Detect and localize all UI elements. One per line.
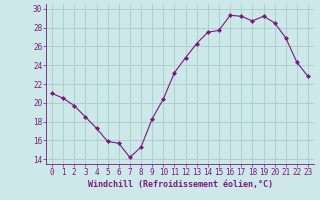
X-axis label: Windchill (Refroidissement éolien,°C): Windchill (Refroidissement éolien,°C) xyxy=(87,180,273,189)
